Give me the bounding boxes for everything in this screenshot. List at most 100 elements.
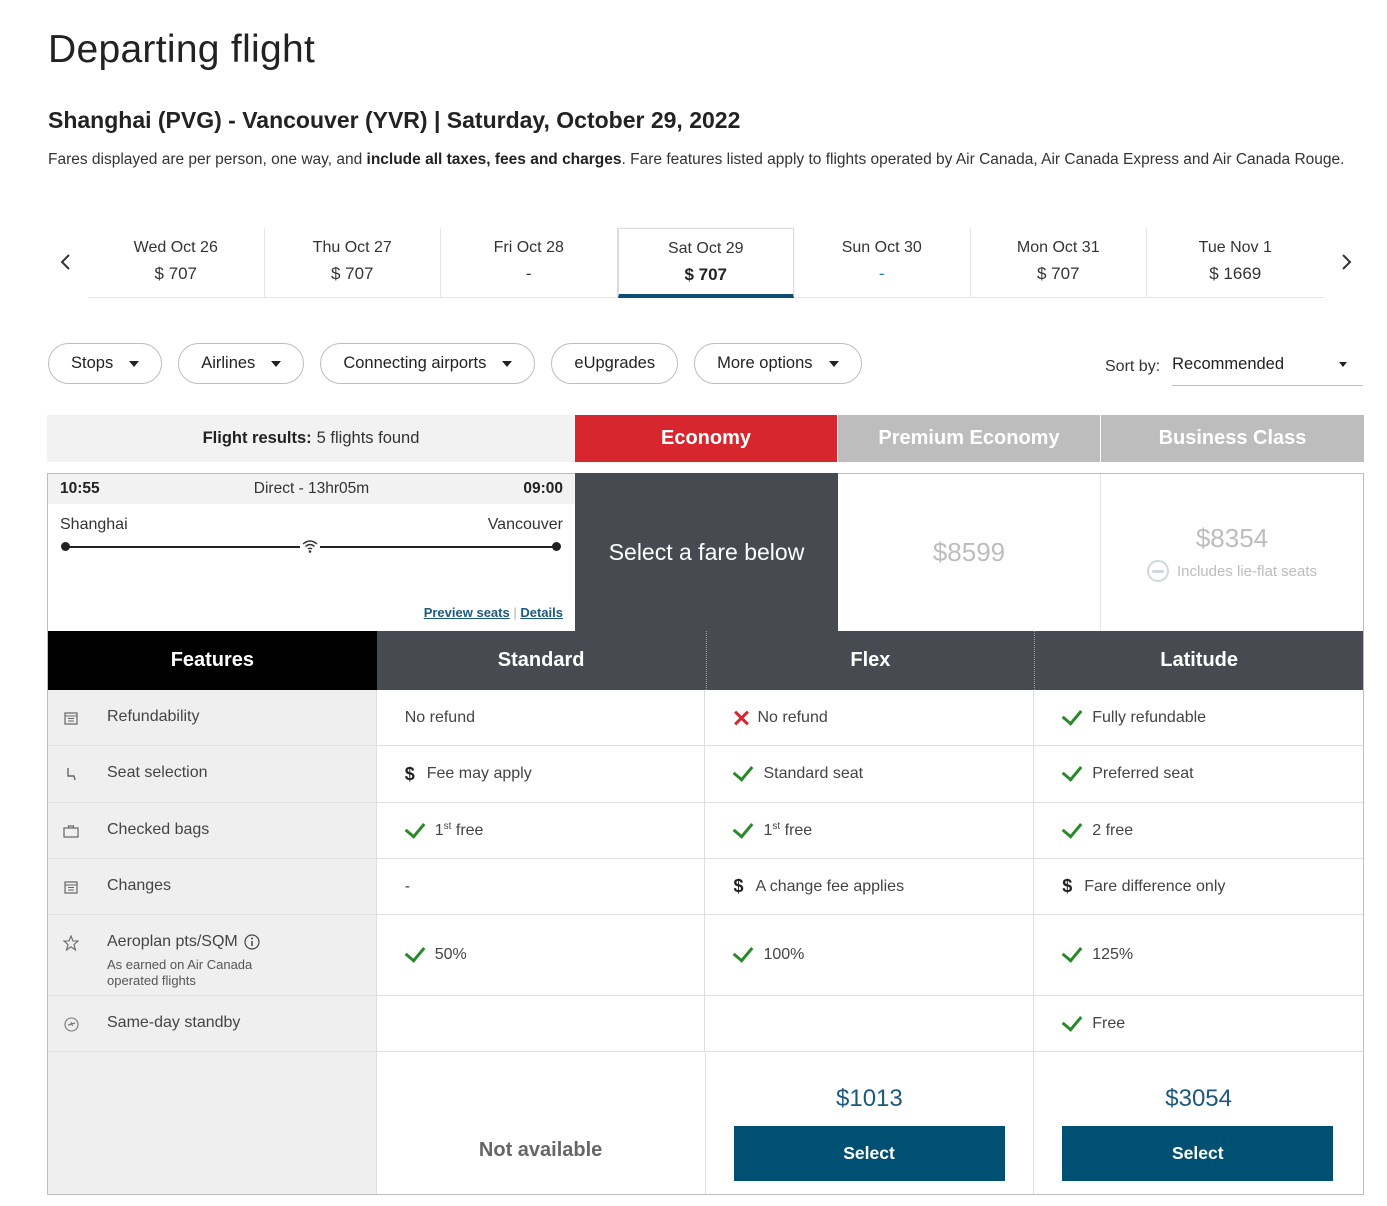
date-item-selected[interactable]: Sat Oct 29 $ 707: [617, 228, 794, 298]
results-label: Flight results:: [202, 429, 312, 447]
date-price: $ 707: [330, 264, 374, 283]
date-list: Wed Oct 26 $ 707 Thu Oct 27 $ 707 Fri Oct …: [88, 228, 1324, 300]
date-price: -: [525, 264, 532, 283]
filter-label: eUpgrades: [574, 354, 656, 372]
feature-cell: Checked bags: [48, 803, 377, 858]
date-price: -: [878, 264, 885, 283]
calendar-icon: [63, 710, 79, 726]
value-text: Fully refundable: [1092, 708, 1207, 726]
bag-text: free: [780, 821, 813, 839]
feature-label: Aeroplan pts/SQM: [107, 933, 238, 950]
fare-note: Fares displayed are per person, one way,…: [48, 147, 1358, 172]
check-icon: [404, 941, 426, 963]
sort-control: Sort by: Recommended: [1105, 344, 1364, 386]
flex-price: $1013: [836, 1085, 903, 1112]
more-options-filter-button[interactable]: More options: [694, 343, 862, 384]
feature-cell: Refundability: [48, 690, 377, 745]
tab-business-class[interactable]: Business Class: [1101, 415, 1364, 462]
latitude-footer: $3054 Select: [1034, 1052, 1363, 1194]
details-link[interactable]: Details: [520, 605, 563, 620]
flight-links: Preview seats | Details: [424, 605, 563, 620]
page-title: Departing flight: [48, 28, 316, 71]
tab-economy[interactable]: Economy: [575, 415, 837, 462]
features-header: Features: [48, 631, 377, 690]
eupgrades-filter-button[interactable]: eUpgrades: [551, 343, 679, 384]
flex-select-button[interactable]: Select: [733, 1126, 1005, 1181]
value-text: Free: [1092, 1014, 1126, 1032]
check-icon: [733, 816, 754, 839]
info-icon[interactable]: [244, 934, 260, 950]
value-text: -: [404, 877, 411, 895]
feature-label: Same-day standby: [107, 1014, 241, 1031]
premium-economy-price[interactable]: $8599: [838, 474, 1101, 631]
date-price: $ 707: [1036, 264, 1080, 283]
standard-value: $ Fee may apply: [377, 746, 706, 802]
table-row: Seat selection $ Fee may apply Standard s…: [48, 746, 1363, 803]
date-item[interactable]: Wed Oct 26 $ 707: [88, 228, 265, 298]
latitude-select-button[interactable]: Select: [1062, 1126, 1334, 1181]
date-label: Wed Oct 26: [133, 239, 218, 256]
flight-info: 10:55 Direct - 13hr05m 09:00 Shanghai Va…: [48, 474, 575, 631]
flex-header: Flex: [705, 631, 1035, 690]
value-text: Fare difference only: [1084, 877, 1226, 895]
caret-down-icon: [502, 360, 513, 367]
destination-city: Vancouver: [487, 516, 563, 533]
check-icon: [1061, 816, 1083, 839]
results-count: 5 flights found: [316, 429, 420, 447]
connecting-airports-filter-button[interactable]: Connecting airports: [320, 343, 536, 384]
destination-dot: [552, 542, 561, 551]
feature-cell: Same-day standby: [48, 996, 377, 1051]
arrive-time: 09:00: [523, 480, 563, 497]
date-label: Fri Oct 28: [493, 239, 564, 256]
stops-filter-button[interactable]: Stops: [48, 343, 163, 384]
date-item[interactable]: Tue Nov 1 $ 1669: [1147, 228, 1324, 298]
table-row: Refundability No refund No refund Fully …: [48, 690, 1363, 746]
time-row: 10:55 Direct - 13hr05m 09:00: [48, 474, 575, 504]
fare-table: Features Standard Flex Latitude Refundab…: [48, 631, 1363, 1194]
preview-seats-link[interactable]: Preview seats: [423, 605, 510, 620]
sort-select[interactable]: Recommended: [1172, 344, 1364, 386]
flight-duration: Direct - 13hr05m: [253, 480, 370, 497]
check-icon: [733, 760, 754, 782]
date-item[interactable]: Thu Oct 27 $ 707: [264, 228, 441, 298]
route-heading: Shanghai (PVG) - Vancouver (YVR) | Satur…: [48, 107, 741, 133]
latitude-value: Free: [1034, 996, 1363, 1051]
filter-label: Airlines: [201, 354, 256, 372]
feature-cell-empty: [48, 1052, 377, 1194]
standard-value: [377, 996, 706, 1051]
business-class-price-cell[interactable]: $8354 Includes lie-flat seats: [1101, 474, 1363, 631]
airlines-filter-button[interactable]: Airlines: [178, 343, 305, 384]
sort-value: Recommended: [1172, 355, 1285, 373]
feature-label: Refundability: [107, 708, 200, 725]
flex-value: 1st free: [705, 803, 1035, 858]
caret-down-icon: [271, 360, 282, 367]
standard-value: No refund: [377, 690, 706, 745]
x-icon: [733, 710, 749, 726]
standard-footer: Not available: [377, 1052, 706, 1194]
date-item[interactable]: Sun Oct 30 -: [794, 228, 971, 298]
check-icon: [1061, 941, 1083, 963]
bag-count: 1: [763, 821, 773, 839]
dollar-icon: $: [1062, 876, 1073, 896]
date-item[interactable]: Fri Oct 28 -: [441, 228, 618, 298]
feature-label-row: Aeroplan pts/SQM: [107, 933, 277, 951]
city-row: Shanghai Vancouver: [60, 516, 563, 534]
chevron-left-icon[interactable]: [54, 250, 78, 274]
caret-down-icon: [1339, 362, 1348, 367]
chevron-right-icon[interactable]: [1334, 250, 1358, 274]
standard-header: Standard: [376, 631, 706, 690]
date-label: Mon Oct 31: [1016, 239, 1100, 256]
latitude-value: Preferred seat: [1034, 746, 1363, 802]
date-item[interactable]: Mon Oct 31 $ 707: [970, 228, 1147, 298]
filter-label: More options: [717, 354, 813, 372]
date-price: $ 707: [154, 264, 198, 283]
feature-sublabel: As earned on Air Canada operated flights: [107, 957, 253, 988]
value-text: 1st free: [763, 821, 813, 840]
fare-table-header: Features Standard Flex Latitude: [48, 631, 1363, 690]
feature-label-group: Aeroplan pts/SQM As earned on Air Canada…: [107, 915, 277, 989]
fare-table-footer: Not available $1013 Select $3054 Select: [48, 1052, 1363, 1194]
latitude-header: Latitude: [1034, 631, 1363, 690]
value-text: A change fee applies: [755, 877, 905, 895]
check-icon: [404, 816, 426, 839]
tab-premium-economy[interactable]: Premium Economy: [838, 415, 1100, 462]
